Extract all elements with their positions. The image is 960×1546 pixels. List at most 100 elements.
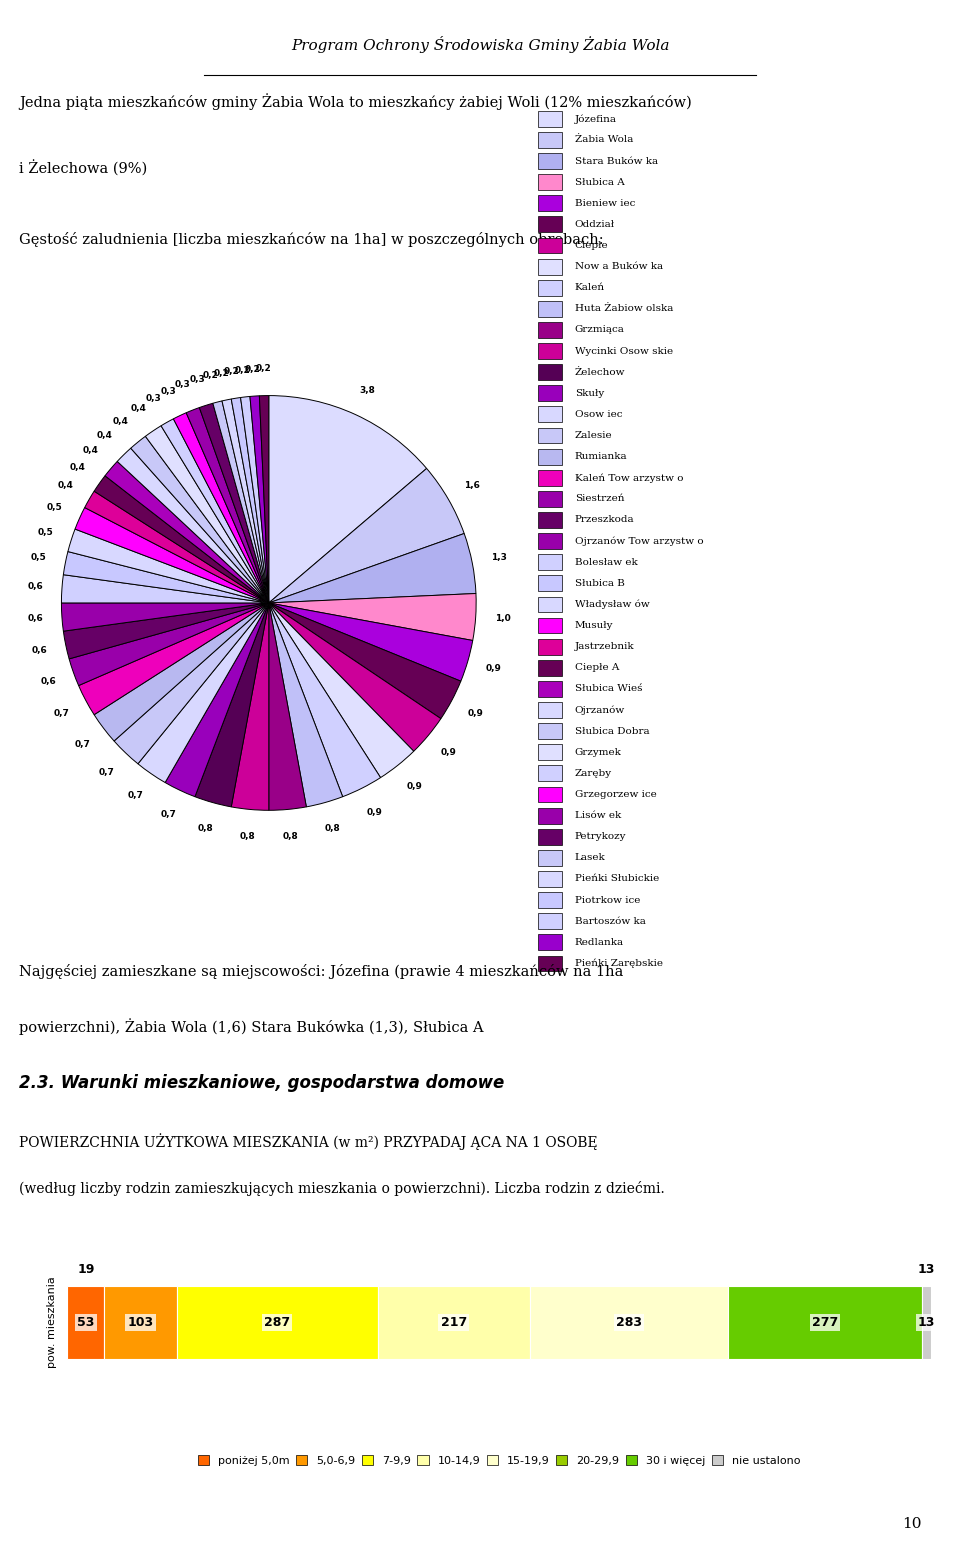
Bar <box>538 618 563 634</box>
Bar <box>538 175 563 190</box>
Text: 13: 13 <box>918 1316 935 1330</box>
Text: 0,6: 0,6 <box>40 677 56 686</box>
Wedge shape <box>231 603 269 810</box>
Text: Grzmiąca: Grzmiąca <box>575 326 625 334</box>
Text: 0,8: 0,8 <box>282 832 298 841</box>
Text: 0,2: 0,2 <box>255 365 272 373</box>
Text: Musuły: Musuły <box>575 621 613 631</box>
Wedge shape <box>161 419 269 603</box>
Bar <box>538 470 563 485</box>
Text: Władysław ów: Władysław ów <box>575 600 650 609</box>
Text: Petrykozy: Petrykozy <box>575 832 626 841</box>
Bar <box>538 660 563 676</box>
Text: 0,4: 0,4 <box>97 431 113 441</box>
Text: Słubica B: Słubica B <box>575 578 625 587</box>
Text: Słubica Wieś: Słubica Wieś <box>575 685 642 694</box>
Text: 2.3. Warunki mieszkaniowe, gospodarstwa domowe: 2.3. Warunki mieszkaniowe, gospodarstwa … <box>19 1073 504 1091</box>
Text: Ojrzanów Tow arzystw o: Ojrzanów Tow arzystw o <box>575 536 704 546</box>
Text: Ojrzanów: Ojrzanów <box>575 705 625 714</box>
Text: Lisów ek: Lisów ek <box>575 812 621 819</box>
Wedge shape <box>94 603 269 741</box>
Text: 0,3: 0,3 <box>190 376 205 383</box>
Text: 0,7: 0,7 <box>160 810 176 819</box>
Bar <box>538 365 563 380</box>
Wedge shape <box>269 603 380 796</box>
Text: Gęstość zaludnienia [liczba mieszkańców na 1ha] w poszczególnych obrębach:: Gęstość zaludnienia [liczba mieszkańców … <box>19 232 604 247</box>
Bar <box>538 744 563 761</box>
Bar <box>538 787 563 802</box>
Text: (według liczby rodzin zamieszkujących mieszkania o powierzchni). Liczba rodzin z: (według liczby rodzin zamieszkujących mi… <box>19 1181 665 1197</box>
Bar <box>538 934 563 951</box>
Text: 0,4: 0,4 <box>131 404 146 413</box>
Text: 0,5: 0,5 <box>31 553 47 563</box>
Bar <box>538 765 563 781</box>
Bar <box>530 1286 728 1359</box>
Bar <box>538 914 563 929</box>
Wedge shape <box>195 603 269 807</box>
Bar <box>538 448 563 464</box>
Wedge shape <box>131 436 269 603</box>
Text: 0,2: 0,2 <box>234 366 250 374</box>
Wedge shape <box>269 603 414 778</box>
Bar <box>538 492 563 507</box>
Text: Żabia Wola: Żabia Wola <box>575 136 634 144</box>
Bar <box>377 1286 530 1359</box>
Text: 19: 19 <box>77 1263 94 1275</box>
Bar <box>538 238 563 254</box>
Wedge shape <box>259 396 269 603</box>
Text: 0,5: 0,5 <box>37 527 54 536</box>
Bar <box>538 195 563 212</box>
Text: Pieńki Zarębskie: Pieńki Zarębskie <box>575 959 662 968</box>
Bar <box>538 955 563 971</box>
Text: 1,6: 1,6 <box>464 481 480 490</box>
Bar <box>538 807 563 824</box>
Wedge shape <box>105 461 269 603</box>
Wedge shape <box>269 603 461 719</box>
Wedge shape <box>269 603 306 810</box>
Text: Skuły: Skuły <box>575 388 604 397</box>
Bar <box>538 280 563 295</box>
Wedge shape <box>165 603 269 796</box>
Bar <box>538 638 563 654</box>
Text: Słubica A: Słubica A <box>575 178 625 187</box>
Text: 0,2: 0,2 <box>245 365 261 374</box>
Text: Jastrzebnik: Jastrzebnik <box>575 642 635 651</box>
Text: 0,4: 0,4 <box>83 447 98 456</box>
Wedge shape <box>269 396 426 603</box>
Text: Huta Żabiow olska: Huta Żabiow olska <box>575 305 673 314</box>
Text: Lasek: Lasek <box>575 853 606 863</box>
Wedge shape <box>200 404 269 603</box>
Text: Jedna piąta mieszkańców gminy Żabia Wola to mieszkańcy żabiej Woli (12% mieszkań: Jedna piąta mieszkańców gminy Żabia Wola… <box>19 93 692 110</box>
Text: 0,7: 0,7 <box>74 741 90 748</box>
Wedge shape <box>269 603 343 807</box>
Bar <box>538 850 563 866</box>
Wedge shape <box>75 507 269 603</box>
Text: 0,6: 0,6 <box>27 614 43 623</box>
Wedge shape <box>186 408 269 603</box>
Text: Józefina: Józefina <box>575 114 616 124</box>
Bar <box>728 1286 923 1359</box>
Wedge shape <box>63 603 269 659</box>
Wedge shape <box>231 397 269 603</box>
Text: 0,8: 0,8 <box>240 832 255 841</box>
Text: Stara Buków ka: Stara Buków ka <box>575 156 658 165</box>
Wedge shape <box>61 575 269 603</box>
Text: Osow iec: Osow iec <box>575 410 622 419</box>
Text: Kaleń Tow arzystw o: Kaleń Tow arzystw o <box>575 473 684 482</box>
Text: 0,4: 0,4 <box>58 481 74 490</box>
Bar <box>538 533 563 549</box>
Wedge shape <box>79 603 269 714</box>
Bar <box>923 1286 931 1359</box>
Text: POWIERZCHNIA UŻYTKOWA MIESZKANIA (w m²) PRZYPADAJ ĄCA NA 1 OSOBĘ: POWIERZCHNIA UŻYTKOWA MIESZKANIA (w m²) … <box>19 1133 598 1150</box>
Wedge shape <box>269 468 465 603</box>
Text: Grzymek: Grzymek <box>575 748 622 756</box>
Text: 0,9: 0,9 <box>486 665 502 673</box>
Wedge shape <box>269 603 472 682</box>
Bar <box>67 1286 105 1359</box>
Text: 3,8: 3,8 <box>359 385 375 394</box>
Text: 0,9: 0,9 <box>407 782 422 792</box>
Bar <box>105 1286 177 1359</box>
Text: 0,6: 0,6 <box>32 646 47 656</box>
Wedge shape <box>213 400 269 603</box>
Text: 0,4: 0,4 <box>69 464 85 473</box>
